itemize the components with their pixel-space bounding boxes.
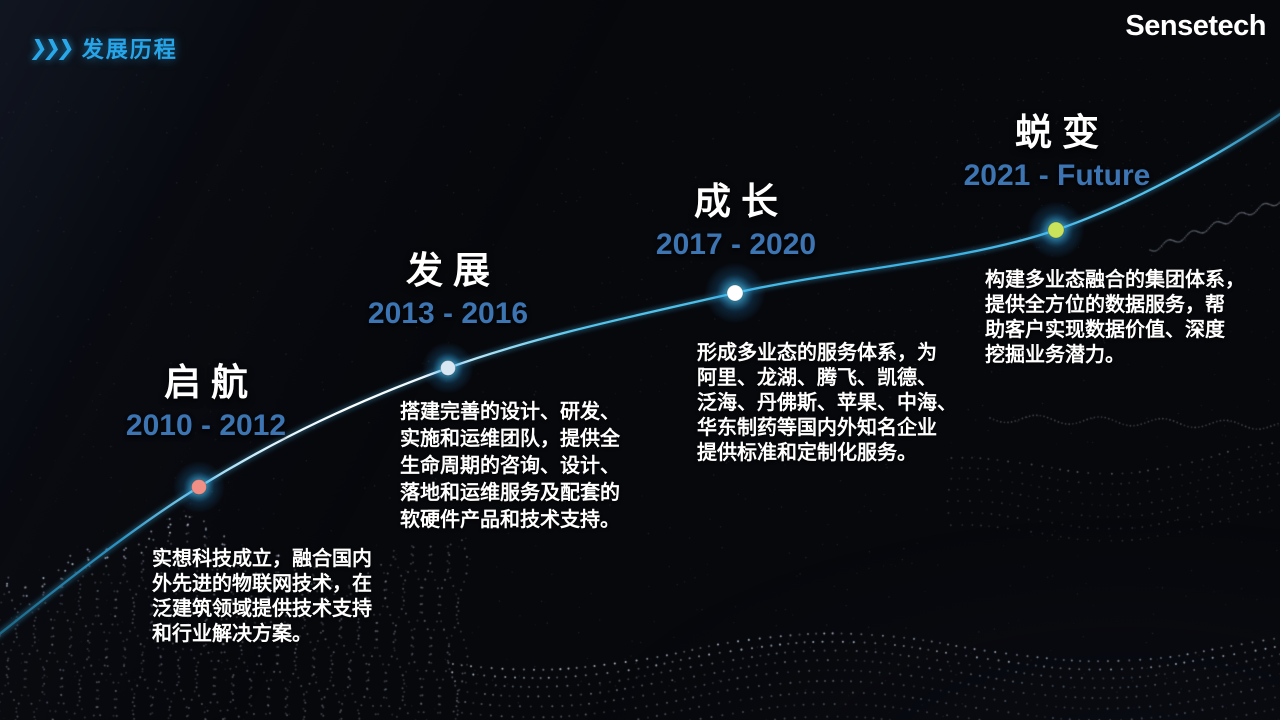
timeline-dot-2021 — [1027, 201, 1085, 259]
milestone-2021: 蜕变 2021 - Future — [917, 112, 1197, 191]
milestone-2017: 成长 2017 - 2020 — [596, 181, 876, 260]
dot-core — [726, 284, 744, 302]
milestone-2010: 启航 2010 - 2012 — [66, 362, 346, 441]
sensetech-logo: Sensetech — [1125, 10, 1266, 42]
milestone-title: 成长 — [694, 179, 788, 223]
dot-core — [1047, 221, 1065, 239]
milestone-period: 2021 - Future — [963, 158, 1151, 192]
timeline-dot-2013 — [422, 342, 474, 394]
dot-core — [191, 479, 207, 495]
milestone-period: 2010 - 2012 — [125, 408, 287, 442]
milestone-2013: 发展 2013 - 2016 — [308, 250, 588, 329]
milestone-description: 形成多业态的服务体系，为 阿里、龙湖、腾飞、凯德、 泛海、丹佛斯、苹果、中海、 … — [697, 342, 957, 464]
milestone-title: 蜕变 — [1015, 110, 1109, 154]
page-title: 发展历程 — [81, 37, 178, 62]
timeline-dot-2017 — [704, 262, 766, 324]
chevrons-icon: ❯❯❯ — [28, 36, 73, 60]
milestone-period: 2013 - 2016 — [367, 296, 529, 330]
milestone-description: 实想科技成立，融合国内 外先进的物联网技术，在 泛建筑领域提供技术支持 和行业解… — [152, 548, 372, 645]
milestone-title: 发展 — [406, 248, 500, 292]
milestone-period: 2017 - 2020 — [655, 227, 817, 261]
timeline-dot-2010 — [173, 461, 225, 513]
dot-core — [440, 360, 456, 376]
milestone-description: 搭建完善的设计、研发、 实施和运维团队，提供全 生命周期的咨询、设计、 落地和运… — [400, 401, 620, 531]
milestone-description: 构建多业态融合的集团体系， 提供全方位的数据服务，帮 助客户实现数据价值、深度 … — [985, 269, 1245, 366]
milestone-title: 启航 — [164, 360, 258, 404]
slide-header: ❯❯❯ 发展历程 — [28, 32, 178, 64]
